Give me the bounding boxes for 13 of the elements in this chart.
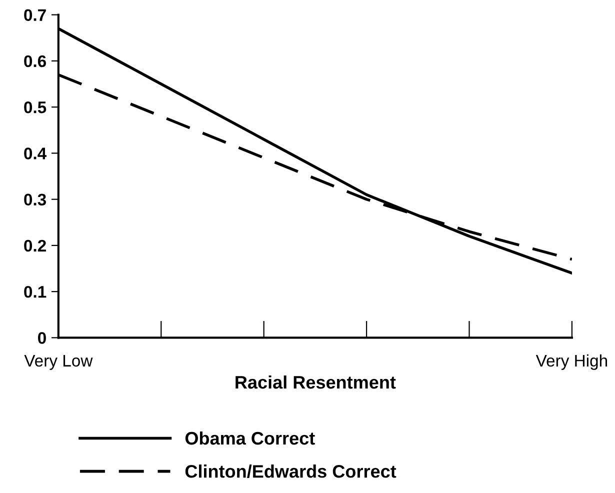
y-tick-label: 0.7 [24,9,46,21]
y-tick-label: 0.3 [24,194,46,206]
x-tick-label: Very Low [24,354,93,370]
y-tick-label: 0.4 [24,148,47,160]
y-tick-label: 0.2 [24,240,46,252]
y-tick-label: 0.6 [24,55,46,68]
legend-label: Obama Correct [185,431,315,445]
legend-label: Clinton/Edwards Correct [185,464,396,478]
y-tick-label: 0 [38,332,46,344]
y-tick-label: 0.1 [24,286,46,298]
x-tick-label: Very High [536,354,607,370]
x-axis-title: Racial Resentment [236,375,396,389]
y-tick-label: 0.5 [24,101,46,114]
